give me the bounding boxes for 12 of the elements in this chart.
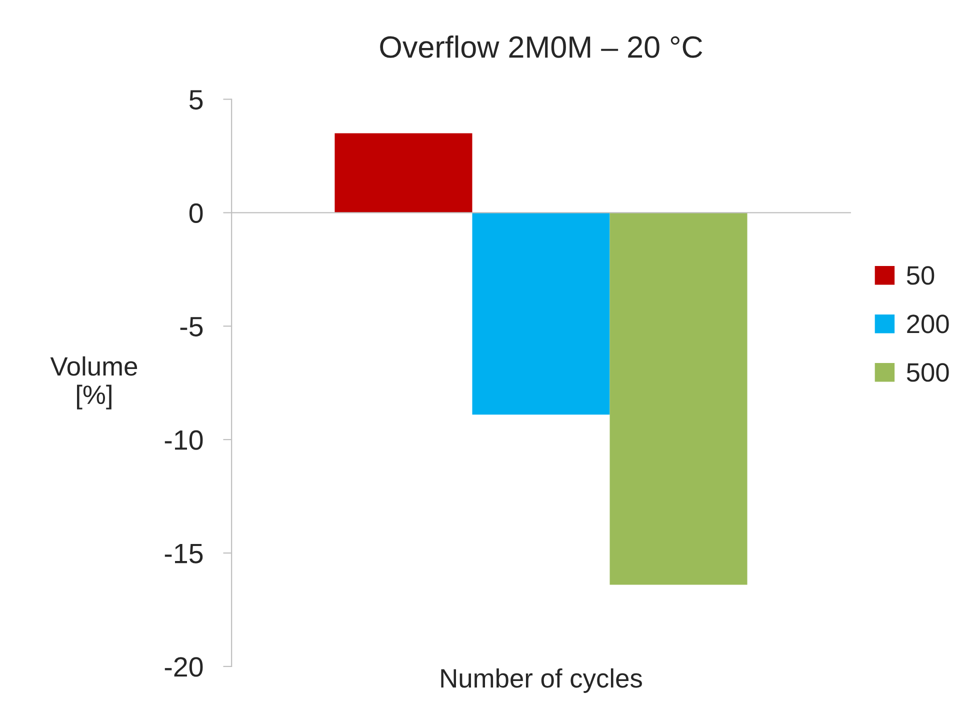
x-axis-title: Number of cycles — [441, 668, 642, 693]
y-tick-label: -10 — [164, 430, 203, 450]
chart-title: Overflow 2M0M – 20 °C — [380, 35, 702, 58]
y-axis-title: Volume [%] — [50, 356, 138, 410]
legend-label: 50 — [906, 266, 934, 285]
y-tick-label: -20 — [164, 657, 203, 677]
y-tick-label: 0 — [189, 203, 203, 224]
y-tick-label: -5 — [180, 317, 203, 336]
y-tick-label: 5 — [189, 90, 203, 110]
y-tick-label: -15 — [164, 544, 203, 564]
legend-label: 200 — [907, 314, 949, 334]
legend-label: 500 — [906, 363, 949, 382]
